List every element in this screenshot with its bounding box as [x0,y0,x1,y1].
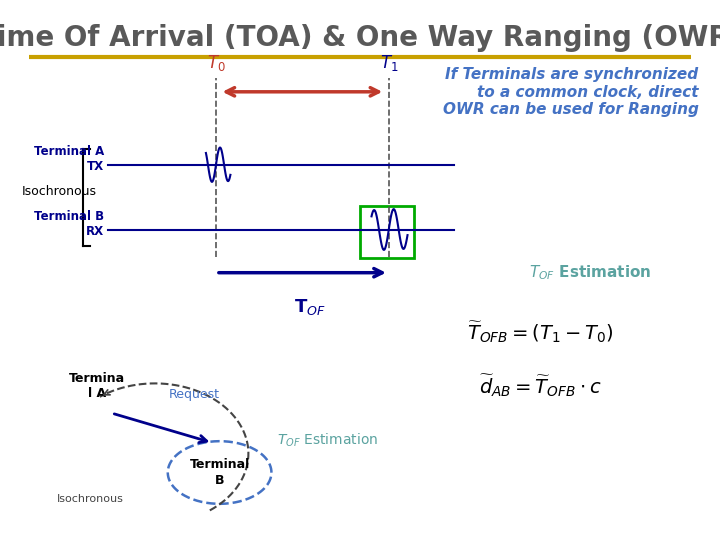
Text: $T_0$: $T_0$ [207,53,225,73]
Text: $T_1$: $T_1$ [379,53,398,73]
Text: $T_{OF}$ Estimation: $T_{OF}$ Estimation [277,431,378,449]
Text: Request: Request [169,388,220,401]
Text: Isochronous: Isochronous [57,494,123,504]
Text: Time Of Arrival (TOA) & One Way Ranging (OWR): Time Of Arrival (TOA) & One Way Ranging … [0,24,720,52]
Text: Terminal B
RX: Terminal B RX [35,210,104,238]
Text: Termina
l A: Termina l A [69,372,125,400]
Bar [360,206,413,258]
Text: Isochronous: Isochronous [22,185,96,198]
Text: $\widetilde{T}_{OFB} = (T_1 - T_0)$: $\widetilde{T}_{OFB} = (T_1 - T_0)$ [467,319,613,345]
Text: $\mathbf{T}_{OF}$: $\mathbf{T}_{OF}$ [294,297,325,317]
Text: If Terminals are synchronized
to a common clock, direct
OWR can be used for Rang: If Terminals are synchronized to a commo… [443,68,698,117]
Text: $\widetilde{d}_{AB} = \widetilde{T}_{OFB} \cdot c$: $\widetilde{d}_{AB} = \widetilde{T}_{OFB… [479,373,601,400]
Text: Terminal
B: Terminal B [189,458,250,487]
Text: $T_{OF}$ Estimation: $T_{OF}$ Estimation [529,264,652,282]
Text: Terminal A
TX: Terminal A TX [34,145,104,173]
